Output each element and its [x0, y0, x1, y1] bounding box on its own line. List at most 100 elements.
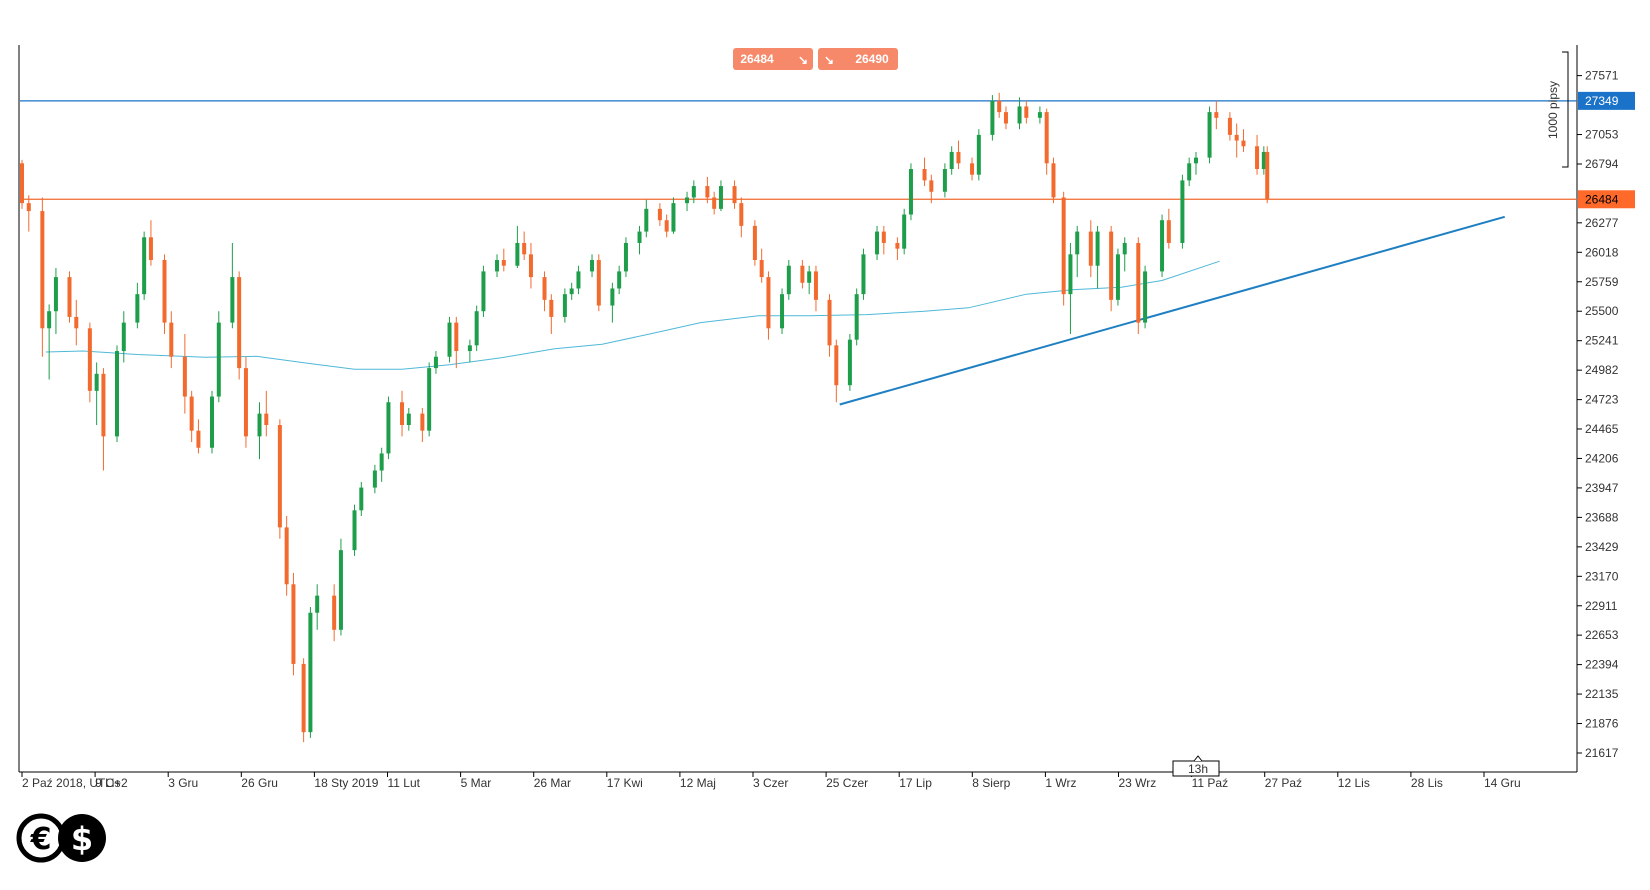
candle: [657, 203, 662, 226]
candle: [1160, 214, 1165, 278]
x-tick-label: 23 Wrz: [1119, 776, 1157, 790]
candle: [53, 267, 58, 334]
candle-body: [284, 527, 289, 585]
buy-price-badge[interactable]: ↘ 26490: [818, 48, 898, 70]
candle-body: [94, 373, 99, 391]
pips-ruler: 1000 pipsy: [1546, 51, 1569, 168]
candle-body: [549, 299, 554, 317]
candle-body: [1214, 112, 1219, 118]
candle: [277, 419, 282, 539]
candle: [135, 282, 140, 329]
resistance-price-badge: 27349: [1578, 91, 1635, 110]
sell-price-text: 26484: [740, 52, 774, 66]
candle-body: [189, 396, 194, 431]
candle: [997, 92, 1002, 118]
candle-body: [637, 231, 642, 243]
candle: [542, 271, 547, 312]
candle: [372, 464, 377, 494]
candle: [976, 129, 981, 181]
buy-arrow-icon: ↘: [824, 53, 834, 67]
candle-body: [813, 271, 818, 300]
cursor-time-badge: 13h: [1172, 755, 1220, 777]
moving-average-layer: [45, 260, 1220, 370]
candle-body: [74, 316, 79, 329]
horizontal-lines-layer: [20, 100, 1577, 200]
candle: [406, 407, 411, 431]
candle: [1068, 242, 1073, 334]
candle-body: [474, 311, 479, 346]
candle-body: [1166, 220, 1171, 243]
candle-body: [671, 203, 676, 232]
candle-body: [20, 163, 24, 204]
x-tick-label: 11 Lut: [388, 776, 421, 790]
candle: [257, 402, 262, 460]
candle: [922, 157, 927, 187]
candle: [712, 191, 717, 215]
sell-price-badge[interactable]: 26484 ↘: [733, 48, 813, 70]
candle-body: [454, 322, 459, 352]
y-tick-label: 26794: [1585, 157, 1619, 171]
candle: [718, 180, 723, 212]
candle: [1265, 146, 1270, 204]
resistance-price-badge-text: 27349: [1585, 94, 1619, 108]
candle-body: [834, 345, 839, 386]
y-tick-label: 23170: [1585, 569, 1619, 583]
candle: [379, 447, 384, 482]
candle: [949, 146, 954, 175]
candle-body: [1136, 242, 1141, 323]
brand-logo: € $: [16, 812, 108, 864]
candle: [1143, 265, 1148, 329]
candle: [237, 271, 242, 380]
x-tick-label: 1 Wrz: [1045, 776, 1076, 790]
candle: [115, 345, 120, 443]
candle-body: [1017, 106, 1022, 124]
candle: [664, 214, 669, 238]
candle-body: [515, 242, 520, 266]
candle: [1051, 157, 1056, 204]
candle: [216, 311, 221, 403]
candles-layer: [20, 92, 1270, 743]
x-tick-label: 3 Gru: [168, 776, 198, 790]
candle: [182, 333, 187, 414]
candle: [1017, 97, 1022, 130]
candle: [1207, 106, 1212, 164]
candle: [433, 351, 438, 374]
y-tick-label: 22653: [1585, 628, 1619, 642]
candle-body: [854, 294, 859, 340]
candle-body: [657, 208, 662, 221]
candle: [596, 254, 601, 312]
candle: [562, 288, 567, 323]
candle-body: [623, 242, 628, 272]
candle: [230, 242, 235, 329]
euro-icon: €: [30, 822, 52, 857]
candle: [1109, 225, 1114, 312]
candle: [1061, 191, 1066, 306]
y-tick-label: 23688: [1585, 510, 1619, 524]
candle: [315, 584, 320, 630]
candle: [1024, 100, 1029, 124]
candle: [427, 362, 432, 437]
candle-body: [1061, 197, 1066, 295]
y-tick-label: 25500: [1585, 304, 1619, 318]
candle: [644, 199, 649, 238]
candle: [990, 95, 995, 141]
x-tick-label: 27 Paź: [1265, 776, 1302, 790]
candle: [386, 396, 391, 460]
candle-body: [786, 265, 791, 295]
candle: [142, 231, 147, 300]
candle-body: [664, 220, 669, 232]
candle-body: [705, 186, 710, 198]
y-tick-label: 24465: [1585, 422, 1619, 436]
candle: [467, 339, 472, 363]
candle-body: [1193, 157, 1198, 164]
x-tick-label: 12 Lis: [1338, 776, 1370, 790]
candle-body: [1227, 117, 1232, 135]
candle: [338, 538, 343, 636]
candle-body: [1261, 151, 1266, 170]
candle-body: [976, 134, 981, 175]
candle: [196, 419, 201, 454]
candle-body: [528, 254, 533, 278]
trendline-layer: [839, 215, 1506, 406]
candle-body: [922, 169, 927, 181]
